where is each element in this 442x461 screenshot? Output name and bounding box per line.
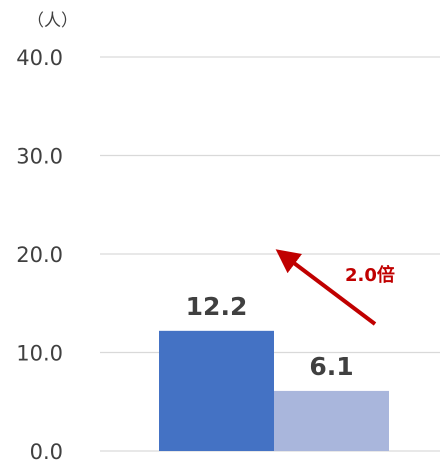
y-axis-tick-labels: 0.0 10.0 20.0 30.0 40.0	[16, 46, 63, 461]
bar	[159, 330, 274, 451]
y-tick-label: 0.0	[30, 440, 63, 461]
bars	[159, 330, 389, 451]
data-label: 12.2	[186, 292, 248, 321]
bar	[274, 390, 389, 451]
ratio-arrow	[275, 249, 377, 326]
data-label: 6.1	[309, 352, 353, 381]
y-tick-label: 40.0	[16, 46, 63, 70]
ratio-annotation: 2.0倍	[275, 249, 395, 326]
ratio-annotation-label: 2.0倍	[345, 264, 395, 286]
y-tick-label: 10.0	[16, 342, 63, 366]
y-tick-label: 20.0	[16, 243, 63, 267]
y-tick-label: 30.0	[16, 145, 63, 169]
data-labels: 12.2 6.1	[186, 292, 354, 381]
y-axis-unit-label: （人）	[27, 11, 78, 31]
